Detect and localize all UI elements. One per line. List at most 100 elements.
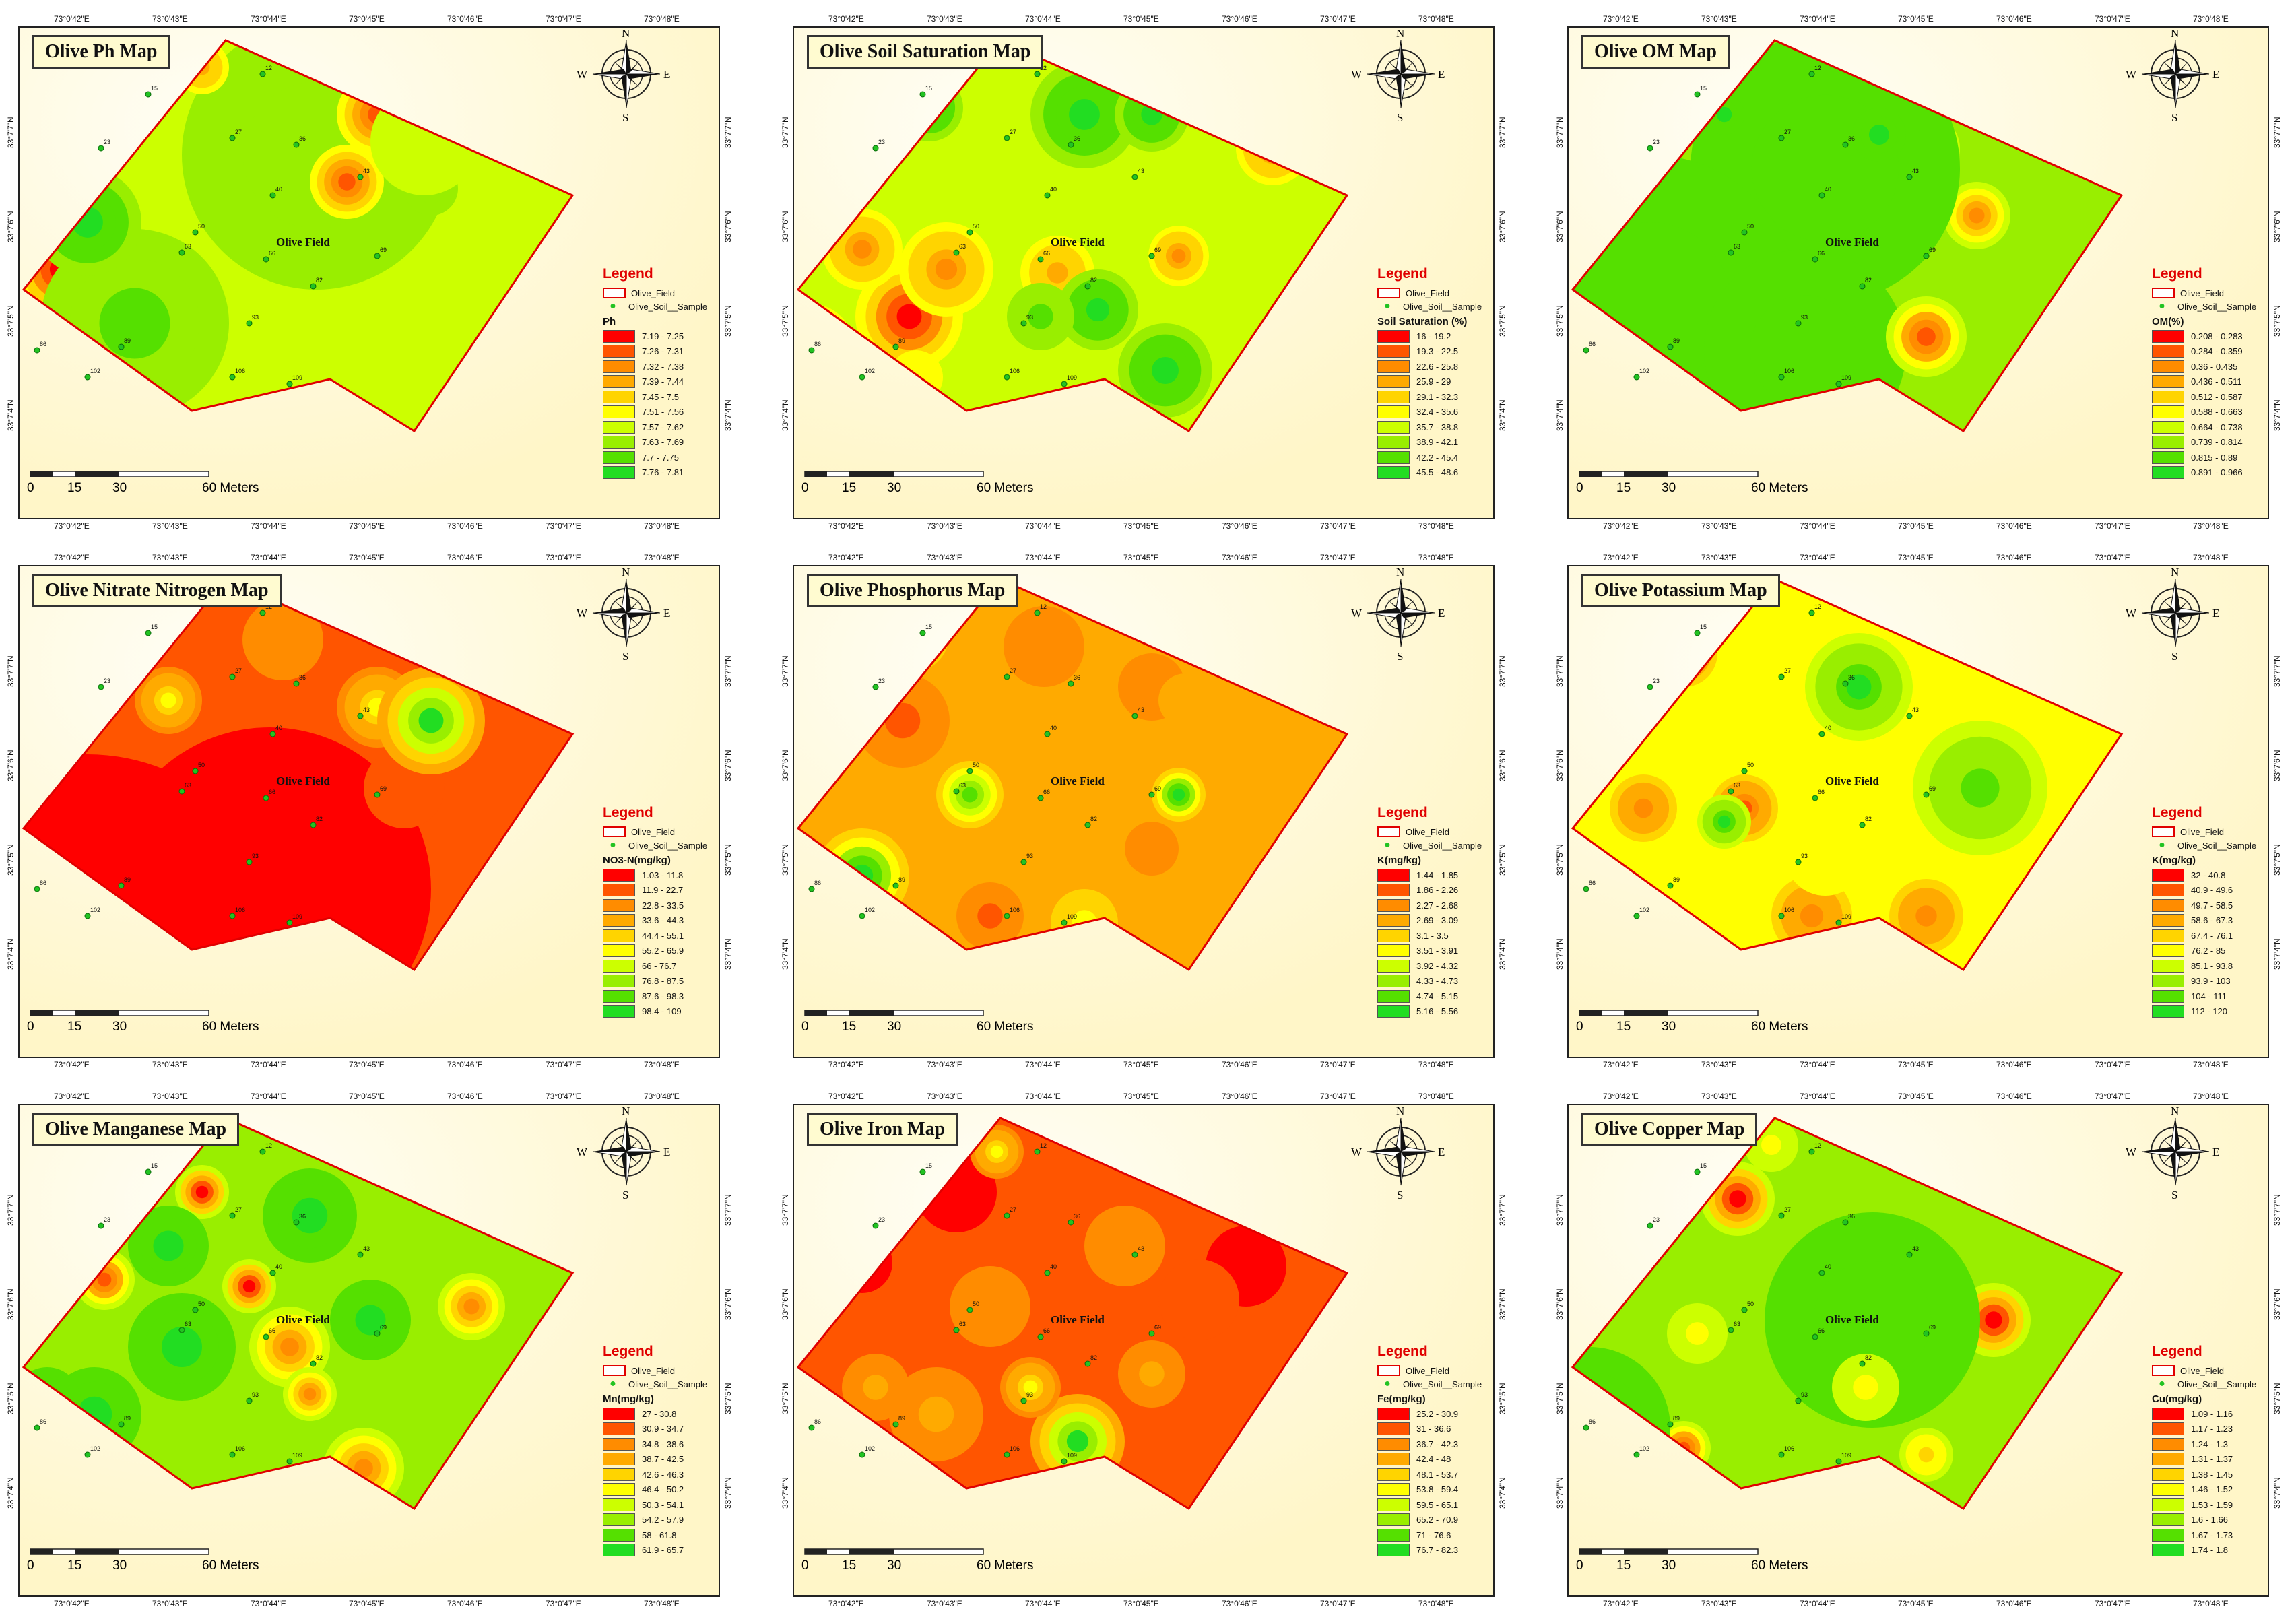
graticule-label: 73°0'48"E [644,1599,680,1608]
legend-class-row: 85.1 - 93.8 [2152,958,2287,974]
legend-variable: NO3-N(mg/kg) [603,855,671,866]
legend-field-label: Olive_Field [2180,1365,2225,1376]
field-name-label: Olive Field [276,1313,330,1326]
graticule-label: 33°7'5"N [723,844,733,876]
graticule-label: 73°0'45"E [1123,521,1159,531]
surface-contour [977,903,1003,929]
sample-point [1667,1421,1674,1428]
graticule-label: 33°7'5"N [2272,1383,2282,1414]
sample-symbol-icon: ● [610,1378,616,1389]
legend-swatch [603,1468,635,1481]
legend-title: Legend [603,266,653,282]
legend-class-row: 66 - 76.7 [603,958,737,974]
sample-point [1004,913,1010,919]
sample-id-label: 12 [1814,1142,1821,1149]
sample-symbol-icon: ● [1384,839,1391,851]
legend-class-row: 49.7 - 58.5 [2152,898,2287,913]
field-symbol-icon [1377,1365,1400,1376]
sample-id-label: 27 [1010,1206,1016,1213]
neat-line [18,26,720,519]
sample-id-label: 50 [198,1300,205,1307]
sample-id-label: 93 [252,314,259,321]
surface-contour [1846,674,1872,700]
svg-text:W: W [1351,607,1363,620]
svg-text:60 Meters: 60 Meters [1751,1558,1808,1573]
sample-point [808,886,815,892]
legend-class-label: 7.63 - 7.69 [642,437,684,448]
graticule-label: 73°0'46"E [447,1092,483,1101]
legend-sample-label: Olive_Soil__Sample [2177,1379,2257,1389]
legend-class-row: 0.815 - 0.89 [2152,450,2287,465]
legend-field-entry: Olive_Field [603,825,737,838]
legend-class-label: 25.9 - 29 [1416,376,1451,387]
graticule-label: 33°7'6"N [2272,211,2282,242]
graticule-label: 33°7'4"N [1555,399,1565,431]
graticule-label: 73°0'45"E [349,1060,385,1069]
sample-point [145,91,152,98]
graticule-label: 73°0'46"E [1222,521,1257,531]
legend-class-label: 71 - 76.6 [1416,1529,1451,1540]
sample-id-label: 27 [1010,667,1016,674]
svg-text:30: 30 [887,1558,901,1573]
legend: Legend Olive_Field ● Olive_Soil__Sample C… [2152,1344,2287,1558]
legend-class-label: 76.8 - 87.5 [642,976,684,987]
sample-symbol-icon: ● [610,839,616,851]
sample-id-label: 93 [1801,1391,1808,1398]
legend-swatch [2152,329,2184,343]
graticule-label: 73°0'42"E [1603,14,1639,24]
sample-point [293,1219,300,1226]
graticule-label: 33°7'6"N [6,1288,15,1320]
graticule-label: 73°0'42"E [828,1599,864,1608]
legend-swatch [2152,1498,2184,1511]
graticule-label: 73°0'47"E [2095,1060,2130,1069]
legend-class-label: 32.4 - 35.6 [1416,407,1459,418]
graticule-label: 33°7'4"N [781,938,790,970]
legend-class-row: 34.8 - 38.6 [603,1437,737,1452]
graticule-label: 33°7'7"N [6,1194,15,1226]
legend-sample-entry: ● Olive_Soil__Sample [603,1377,737,1391]
sample-point [919,1168,926,1175]
legend-title: Legend [2152,1344,2202,1359]
graticule-label: 73°0'46"E [1222,14,1257,24]
graticule-label: 33°7'6"N [2272,1288,2282,1320]
surface-contour [153,1230,184,1261]
graticule-label: 73°0'45"E [1123,1092,1159,1101]
svg-text:E: E [2212,607,2219,620]
legend-sample-entry: ● Olive_Soil__Sample [2152,838,2287,852]
legend-class-row: 42.4 - 48 [1377,1452,1512,1468]
svg-text:E: E [1438,68,1445,81]
legend-swatch [1377,959,1410,973]
graticule-label: 73°0'45"E [1898,1599,1934,1608]
legend-swatch [1377,1513,1410,1527]
svg-text:30: 30 [1662,481,1676,495]
surface-contour [1633,798,1653,818]
graticule-label: 73°0'43"E [152,553,188,562]
sample-points: 4121523273640435063666982868993102106109 [34,1114,387,1465]
surface-contour [354,1459,373,1478]
graticule-label: 33°7'4"N [6,938,15,970]
graticule-label: 33°7'4"N [1498,938,1507,970]
legend-title: Legend [603,1344,653,1359]
graticule-label: 33°7'5"N [723,305,733,337]
legend-class-label: 45.5 - 48.6 [1416,467,1459,478]
sample-id-label: 89 [124,1415,131,1422]
sample-id-label: 89 [124,876,131,883]
sample-point [1004,374,1010,381]
legend-class-label: 93.9 - 103 [2191,976,2231,987]
sample-id-label: 89 [1673,1415,1680,1422]
legend-field-label: Olive_Field [1406,288,1450,298]
legend-class-row: 7.26 - 7.31 [603,344,737,360]
legend-swatch [1377,375,1410,389]
surface-contour [1152,357,1179,384]
svg-text:W: W [1351,1146,1363,1158]
neat-line [793,1104,1495,1597]
graticule-label: 33°7'4"N [723,938,733,970]
graticule-label: 73°0'45"E [1898,553,1934,562]
sample-id-label: 12 [265,1142,272,1149]
legend-class-row: 45.5 - 48.6 [1377,465,1512,481]
field-boundary [1571,1117,2124,1511]
sample-id-label: 40 [275,1263,282,1270]
legend-class-label: 55.2 - 65.9 [642,946,684,956]
legend-class-row: 1.74 - 1.8 [2152,1543,2287,1558]
svg-text:0: 0 [801,481,809,495]
